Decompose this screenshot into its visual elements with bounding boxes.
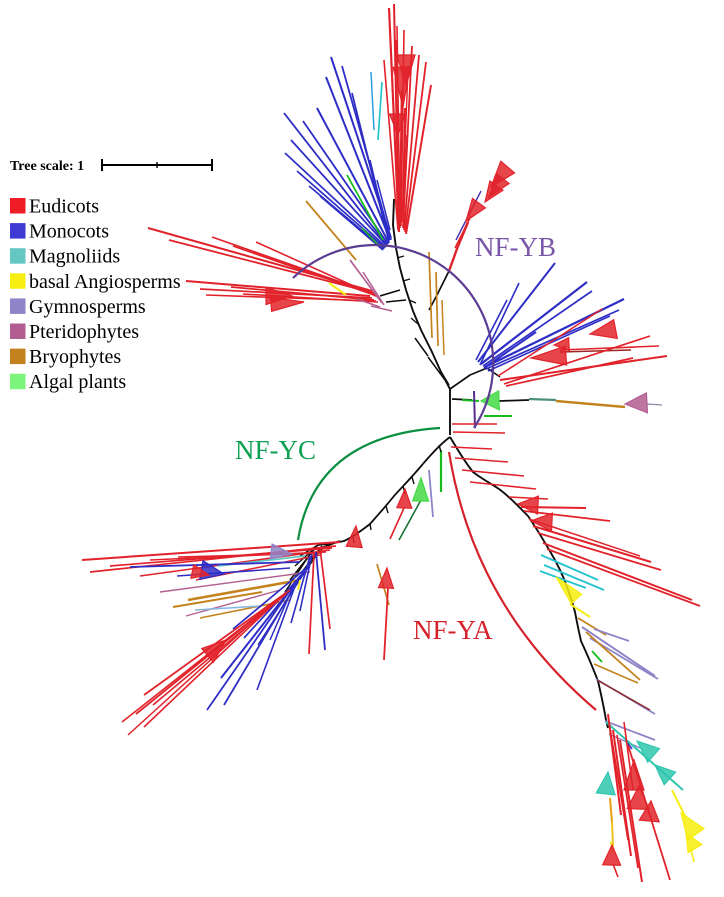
svg-text:Gymnosperms: Gymnosperms <box>29 296 146 318</box>
svg-text:Eudicots: Eudicots <box>29 196 99 218</box>
svg-text:Magnoliids: Magnoliids <box>29 246 120 268</box>
svg-text:Monocots: Monocots <box>29 221 109 243</box>
svg-text:NF-YA: NF-YA <box>413 615 493 645</box>
svg-text:Bryophytes: Bryophytes <box>29 346 121 368</box>
svg-text:NF-YB: NF-YB <box>475 232 556 262</box>
svg-text:NF-YC: NF-YC <box>235 435 316 465</box>
svg-text:Tree scale: 1: Tree scale: 1 <box>10 159 84 174</box>
svg-text:Algal plants: Algal plants <box>29 371 126 393</box>
svg-text:basal Angiosperms: basal Angiosperms <box>29 271 181 293</box>
svg-text:Pteridophytes: Pteridophytes <box>29 321 139 343</box>
